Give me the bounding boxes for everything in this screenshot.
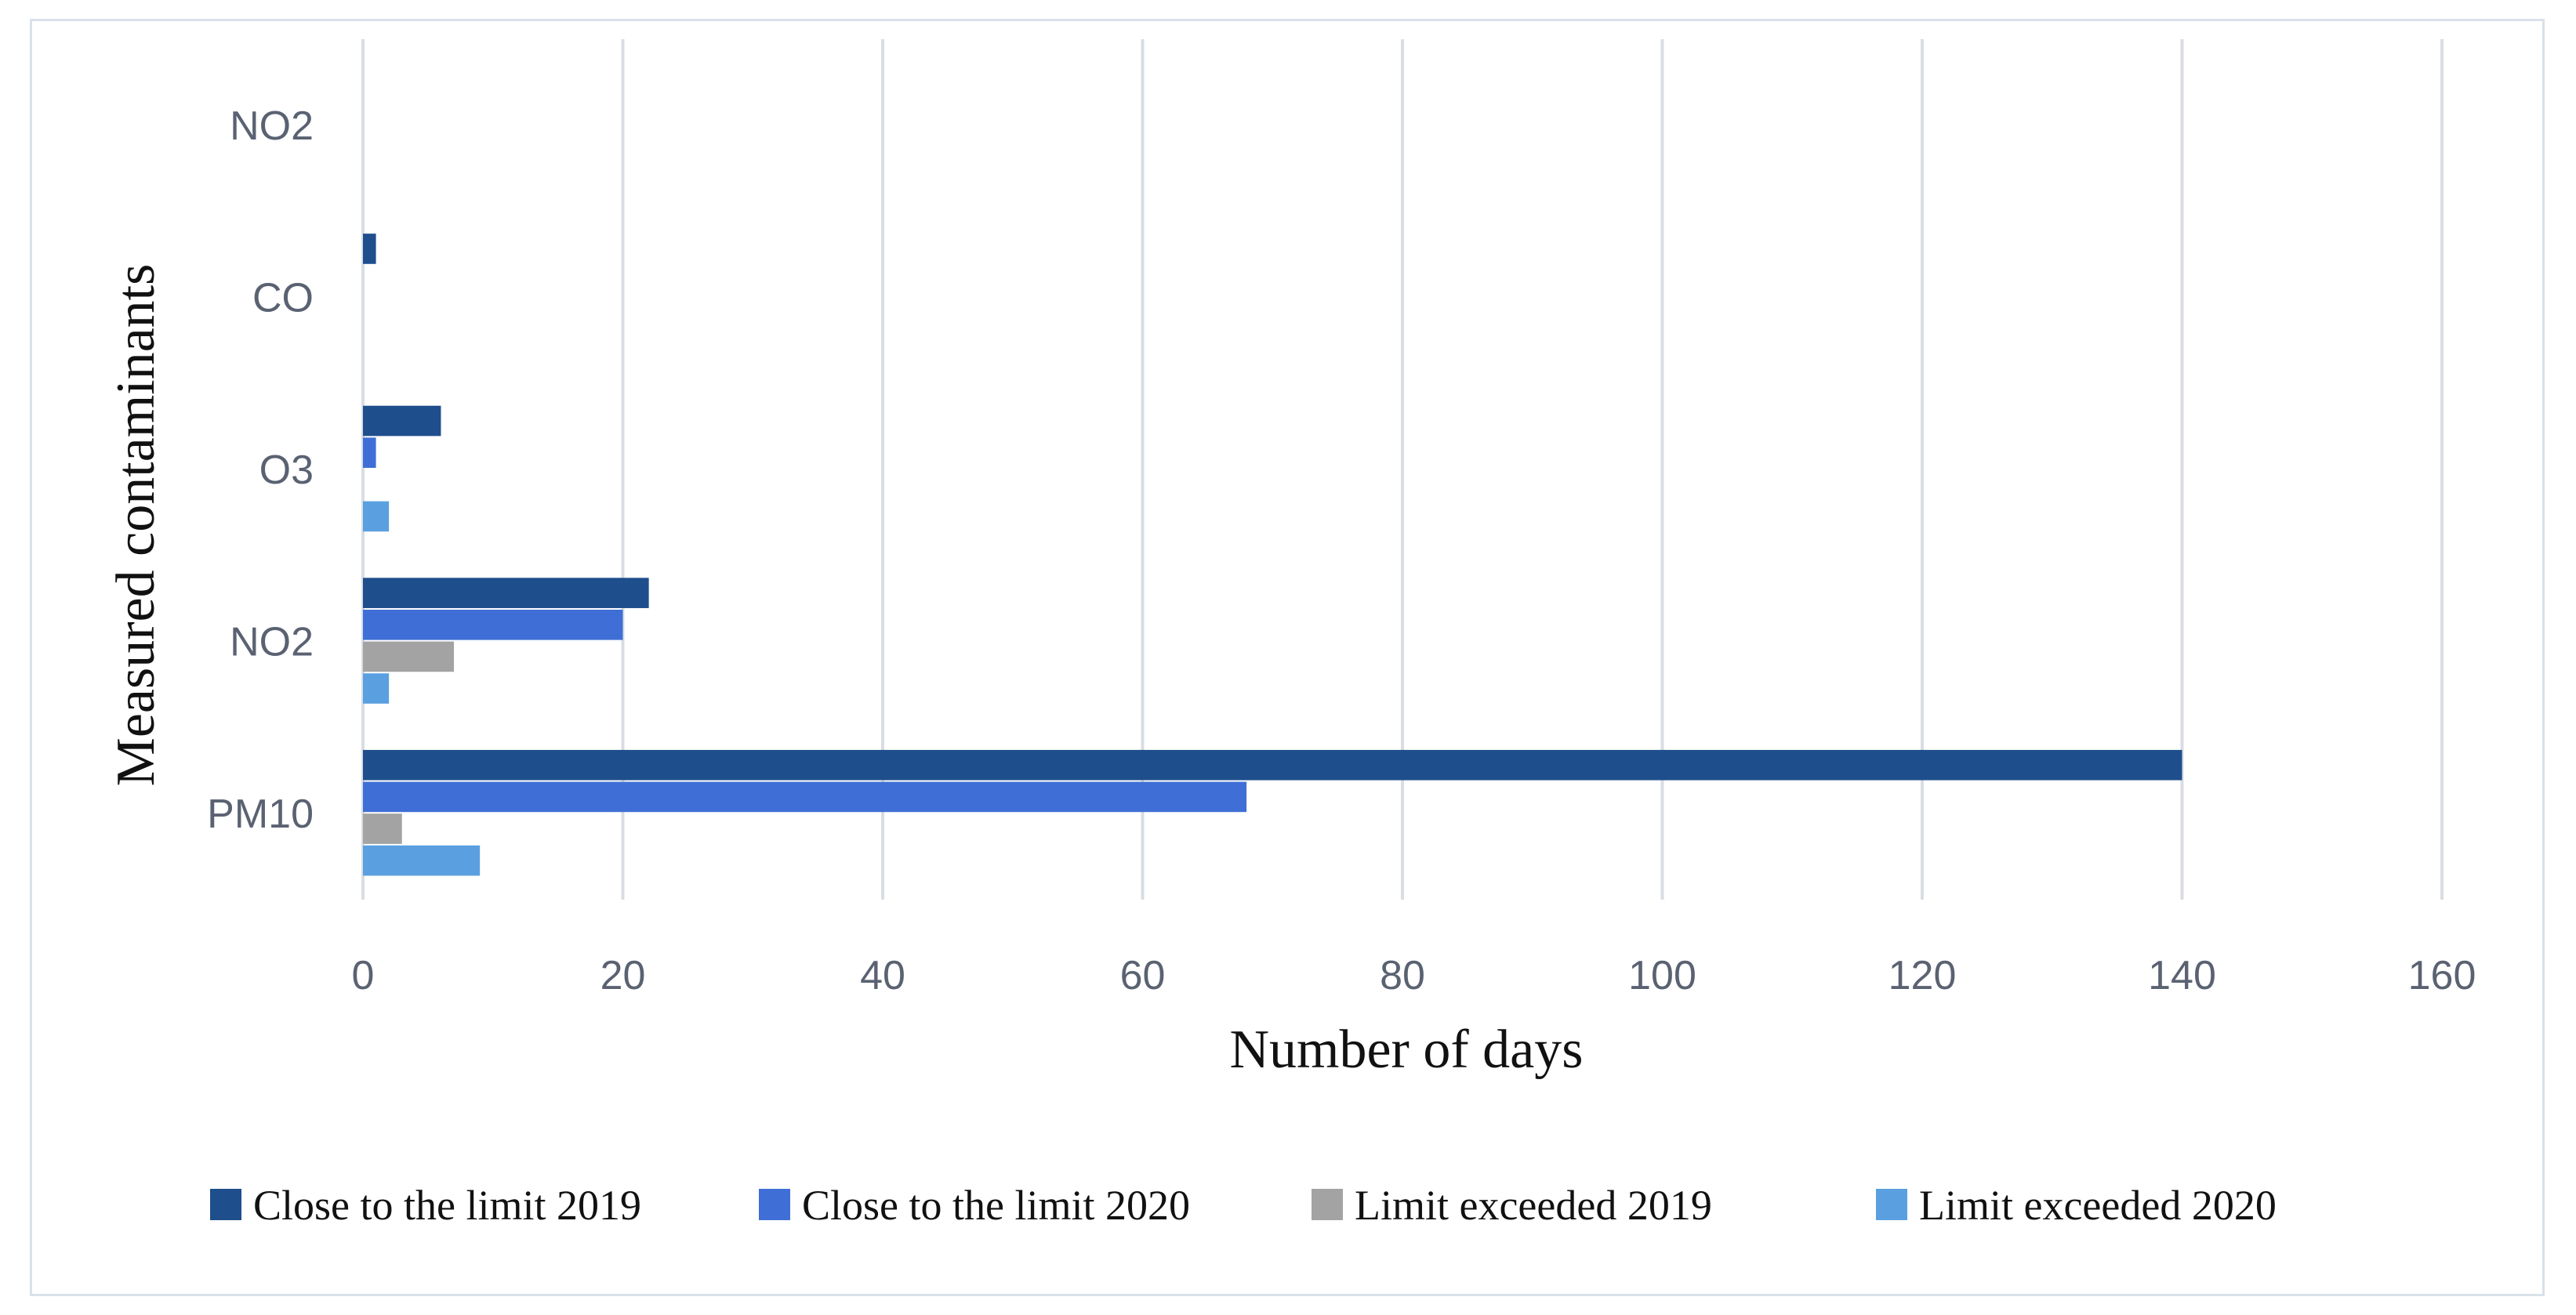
- legend-item: Close to the limit 2020: [759, 1182, 1190, 1229]
- bar: [363, 578, 649, 608]
- x-tick-label: 20: [600, 953, 646, 998]
- bar: [363, 405, 441, 437]
- legend-swatch: [1312, 1189, 1343, 1220]
- legend: Close to the limit 2019 Close to the limi…: [210, 1182, 2277, 1229]
- x-tick-label: 120: [1888, 953, 1957, 998]
- x-tick-label: 40: [860, 953, 905, 998]
- category-label: NO2: [230, 103, 314, 149]
- bar: [363, 673, 390, 704]
- category-label: PM10: [207, 792, 314, 837]
- x-tick-label: 60: [1120, 953, 1166, 998]
- bar: [363, 437, 376, 468]
- legend-item: Limit exceeded 2020: [1876, 1182, 2277, 1229]
- bar: [363, 501, 390, 532]
- x-axis-title: Number of days: [1229, 1020, 1583, 1080]
- category-label: NO2: [230, 620, 314, 665]
- bars: [363, 234, 2182, 876]
- bar: [363, 234, 376, 264]
- legend-label: Close to the limit 2020: [802, 1182, 1190, 1229]
- bar: [363, 749, 2182, 781]
- bar: [363, 781, 1247, 813]
- bar: [363, 641, 455, 672]
- category-label: O3: [259, 447, 314, 493]
- y-axis-title: Measured contaminants: [106, 264, 166, 787]
- x-tick-label: 80: [1380, 953, 1425, 998]
- legend-swatch: [759, 1189, 790, 1220]
- bar: [363, 813, 402, 844]
- legend-item: Limit exceeded 2019: [1312, 1182, 1712, 1229]
- x-tick-label: 100: [1628, 953, 1696, 998]
- x-tick-label: 160: [2408, 953, 2476, 998]
- category-label: CO: [252, 275, 314, 321]
- x-tick-label: 140: [2148, 953, 2216, 998]
- legend-label: Limit exceeded 2019: [1355, 1182, 1712, 1229]
- legend-swatch: [210, 1189, 241, 1220]
- x-tick-labels: 0 20 40 60 80 100 120 140 160: [352, 953, 2476, 998]
- legend-item: Close to the limit 2019: [210, 1182, 641, 1229]
- legend-label: Limit exceeded 2020: [1919, 1182, 2277, 1229]
- category-labels: PM10 NO2 O3 CO NO2: [207, 103, 314, 837]
- legend-swatch: [1876, 1189, 1907, 1220]
- bar: [363, 609, 623, 640]
- legend-label: Close to the limit 2019: [253, 1182, 641, 1229]
- x-tick-label: 0: [352, 953, 375, 998]
- bar: [363, 845, 481, 876]
